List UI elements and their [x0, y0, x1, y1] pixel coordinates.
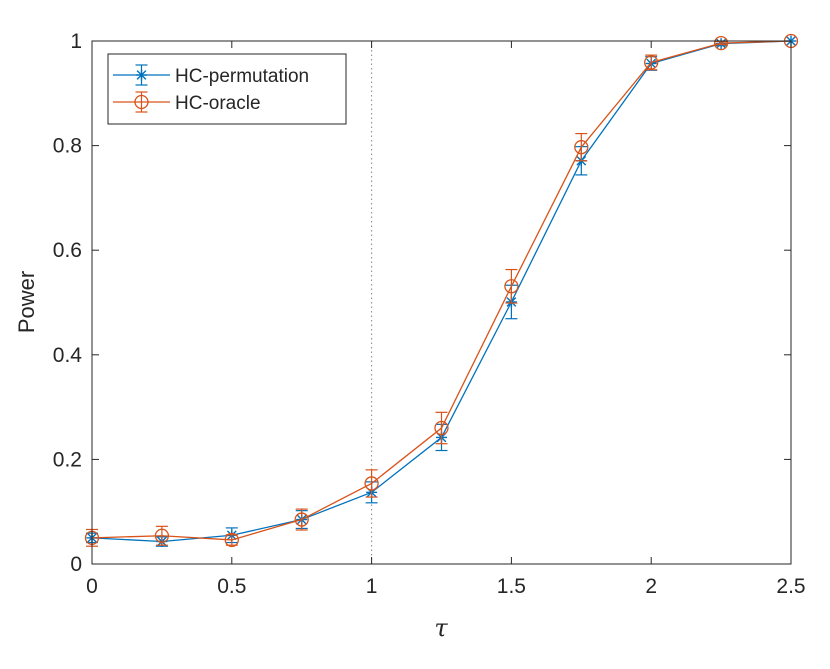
data-point — [504, 279, 519, 294]
x-tick-label: 0 — [86, 575, 98, 598]
asterisk-stroke — [136, 70, 147, 80]
plot-background — [92, 41, 791, 564]
data-point — [224, 532, 239, 548]
plot-area — [92, 41, 791, 564]
data-point — [154, 528, 170, 543]
error-bar — [645, 54, 658, 71]
y-tick-labels: 0 0.2 0.4 0.6 0.8 1 — [53, 30, 83, 576]
axes-layer — [91, 40, 792, 565]
data-point — [574, 140, 589, 155]
y-tick-label: 0.4 — [53, 344, 83, 367]
legend: HC-permutation HC-oracle — [107, 53, 347, 125]
y-tick-label: 0.8 — [53, 135, 82, 158]
x-tick-label: 0.5 — [217, 575, 246, 598]
legend-label-hc-oracle: HC-oracle — [175, 93, 261, 114]
legend-entry-hc-oracle: HC-oracle — [113, 91, 261, 114]
legend-label-hc-permutation: HC-permutation — [175, 66, 309, 87]
x-tick-label: 1 — [366, 575, 378, 598]
error-bar — [505, 268, 518, 304]
y-tick-label: 1 — [70, 30, 82, 53]
legend-marker — [134, 94, 149, 110]
x-axis-title: τ — [434, 614, 448, 642]
x-tick-label: 2.5 — [776, 575, 805, 598]
data-point — [364, 476, 379, 491]
x-tick-labels: 0 0.5 1 1.5 2 2.5 — [86, 575, 805, 598]
legend-symbol-asterisk — [113, 64, 170, 86]
legend-box — [107, 53, 347, 125]
data-point — [294, 512, 309, 527]
y-tick-label: 0.2 — [53, 448, 82, 471]
legend-symbol-circle — [113, 91, 170, 113]
y-axis-title: Power — [14, 271, 39, 333]
data-point — [644, 55, 659, 70]
error-bar — [575, 132, 588, 162]
legend-marker — [136, 69, 147, 81]
error-bar — [365, 469, 378, 498]
data-point — [434, 420, 449, 436]
x-tick-label: 2 — [645, 575, 657, 598]
axes-frame — [91, 40, 792, 565]
error-bar — [715, 40, 728, 46]
y-tick-label: 0 — [70, 553, 82, 576]
y-tick-label: 0.6 — [53, 239, 82, 262]
data-point — [713, 35, 729, 51]
error-bar — [435, 411, 448, 445]
x-tick-label: 1.5 — [497, 575, 526, 598]
legend-entry-hc-permutation: HC-permutation — [113, 64, 309, 87]
